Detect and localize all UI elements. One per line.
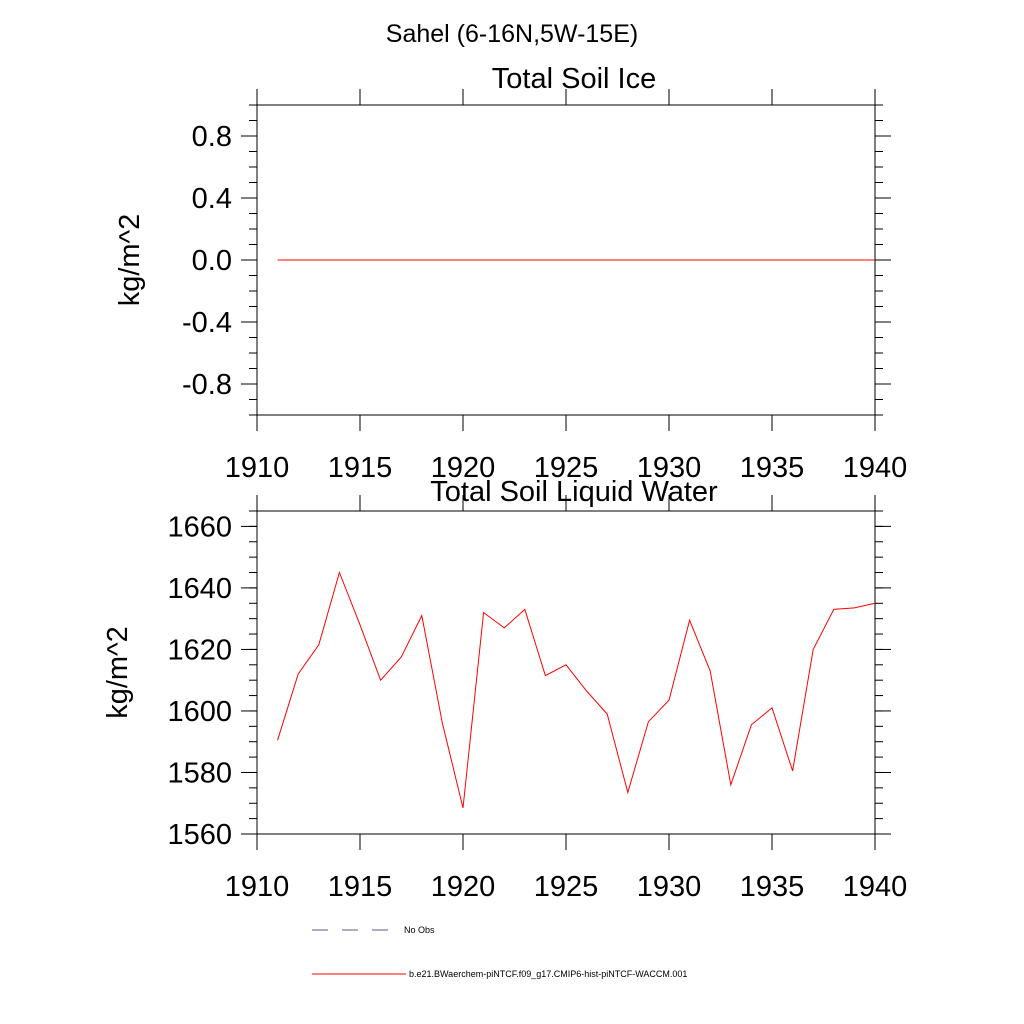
legend: No Obs b.e21.BWaerchem-piNTCF.f09_g17.CM…: [312, 925, 687, 979]
x-tick-label: 1915: [328, 871, 393, 903]
x-tick-label: 1920: [431, 452, 496, 484]
y-axis-label: kg/m^2: [114, 214, 146, 307]
x-tick-label: 1935: [740, 452, 805, 484]
panel-total-soil-ice: Total Soil Ice 1910 1915 1920 1925 1930 1935 19…: [114, 63, 907, 484]
y-tick-label: 0.0: [192, 245, 232, 277]
x-tick-label: 1925: [534, 452, 599, 484]
series-line: [277, 570, 876, 809]
x-tick-label: 1940: [843, 871, 908, 903]
y-axis-label: kg/m^2: [102, 626, 134, 719]
legend-label-model: b.e21.BWaerchem-piNTCF.f09_g17.CMIP6-his…: [409, 969, 687, 979]
y-tick-label: 0.4: [192, 183, 232, 215]
x-tick-label: 1930: [637, 871, 702, 903]
legend-label-no-obs: No Obs: [404, 925, 435, 935]
y-tick-label: 1660: [167, 511, 232, 543]
x-tick-label: 1930: [637, 452, 702, 484]
panel-total-soil-liquid-water: Total Soil Liquid Water 1910 1915 1920 1925 1…: [102, 476, 907, 903]
x-tick-label: 1920: [431, 871, 496, 903]
plot-frame: [256, 510, 876, 835]
x-tick-label: 1935: [740, 871, 805, 903]
y-tick-label: 1640: [167, 573, 232, 605]
y-tick-label: 1600: [167, 696, 232, 728]
chart-title: Total Soil Ice: [492, 63, 656, 95]
y-tick-label: 1580: [167, 757, 232, 789]
y-tick-label: 0.8: [192, 121, 232, 153]
figure-suptitle: Sahel (6-16N,5W-15E): [386, 20, 638, 48]
x-tick-label: 1910: [225, 871, 290, 903]
x-tick-label: 1925: [534, 871, 599, 903]
y-tick-label: 1560: [167, 819, 232, 851]
y-tick-label: -0.8: [182, 369, 232, 401]
y-tick-label: 1620: [167, 634, 232, 666]
x-tick-label: 1915: [328, 452, 393, 484]
chart-title: Total Soil Liquid Water: [430, 476, 718, 508]
x-tick-label: 1910: [225, 452, 290, 484]
y-tick-label: -0.4: [182, 307, 232, 339]
x-tick-label: 1940: [843, 452, 908, 484]
